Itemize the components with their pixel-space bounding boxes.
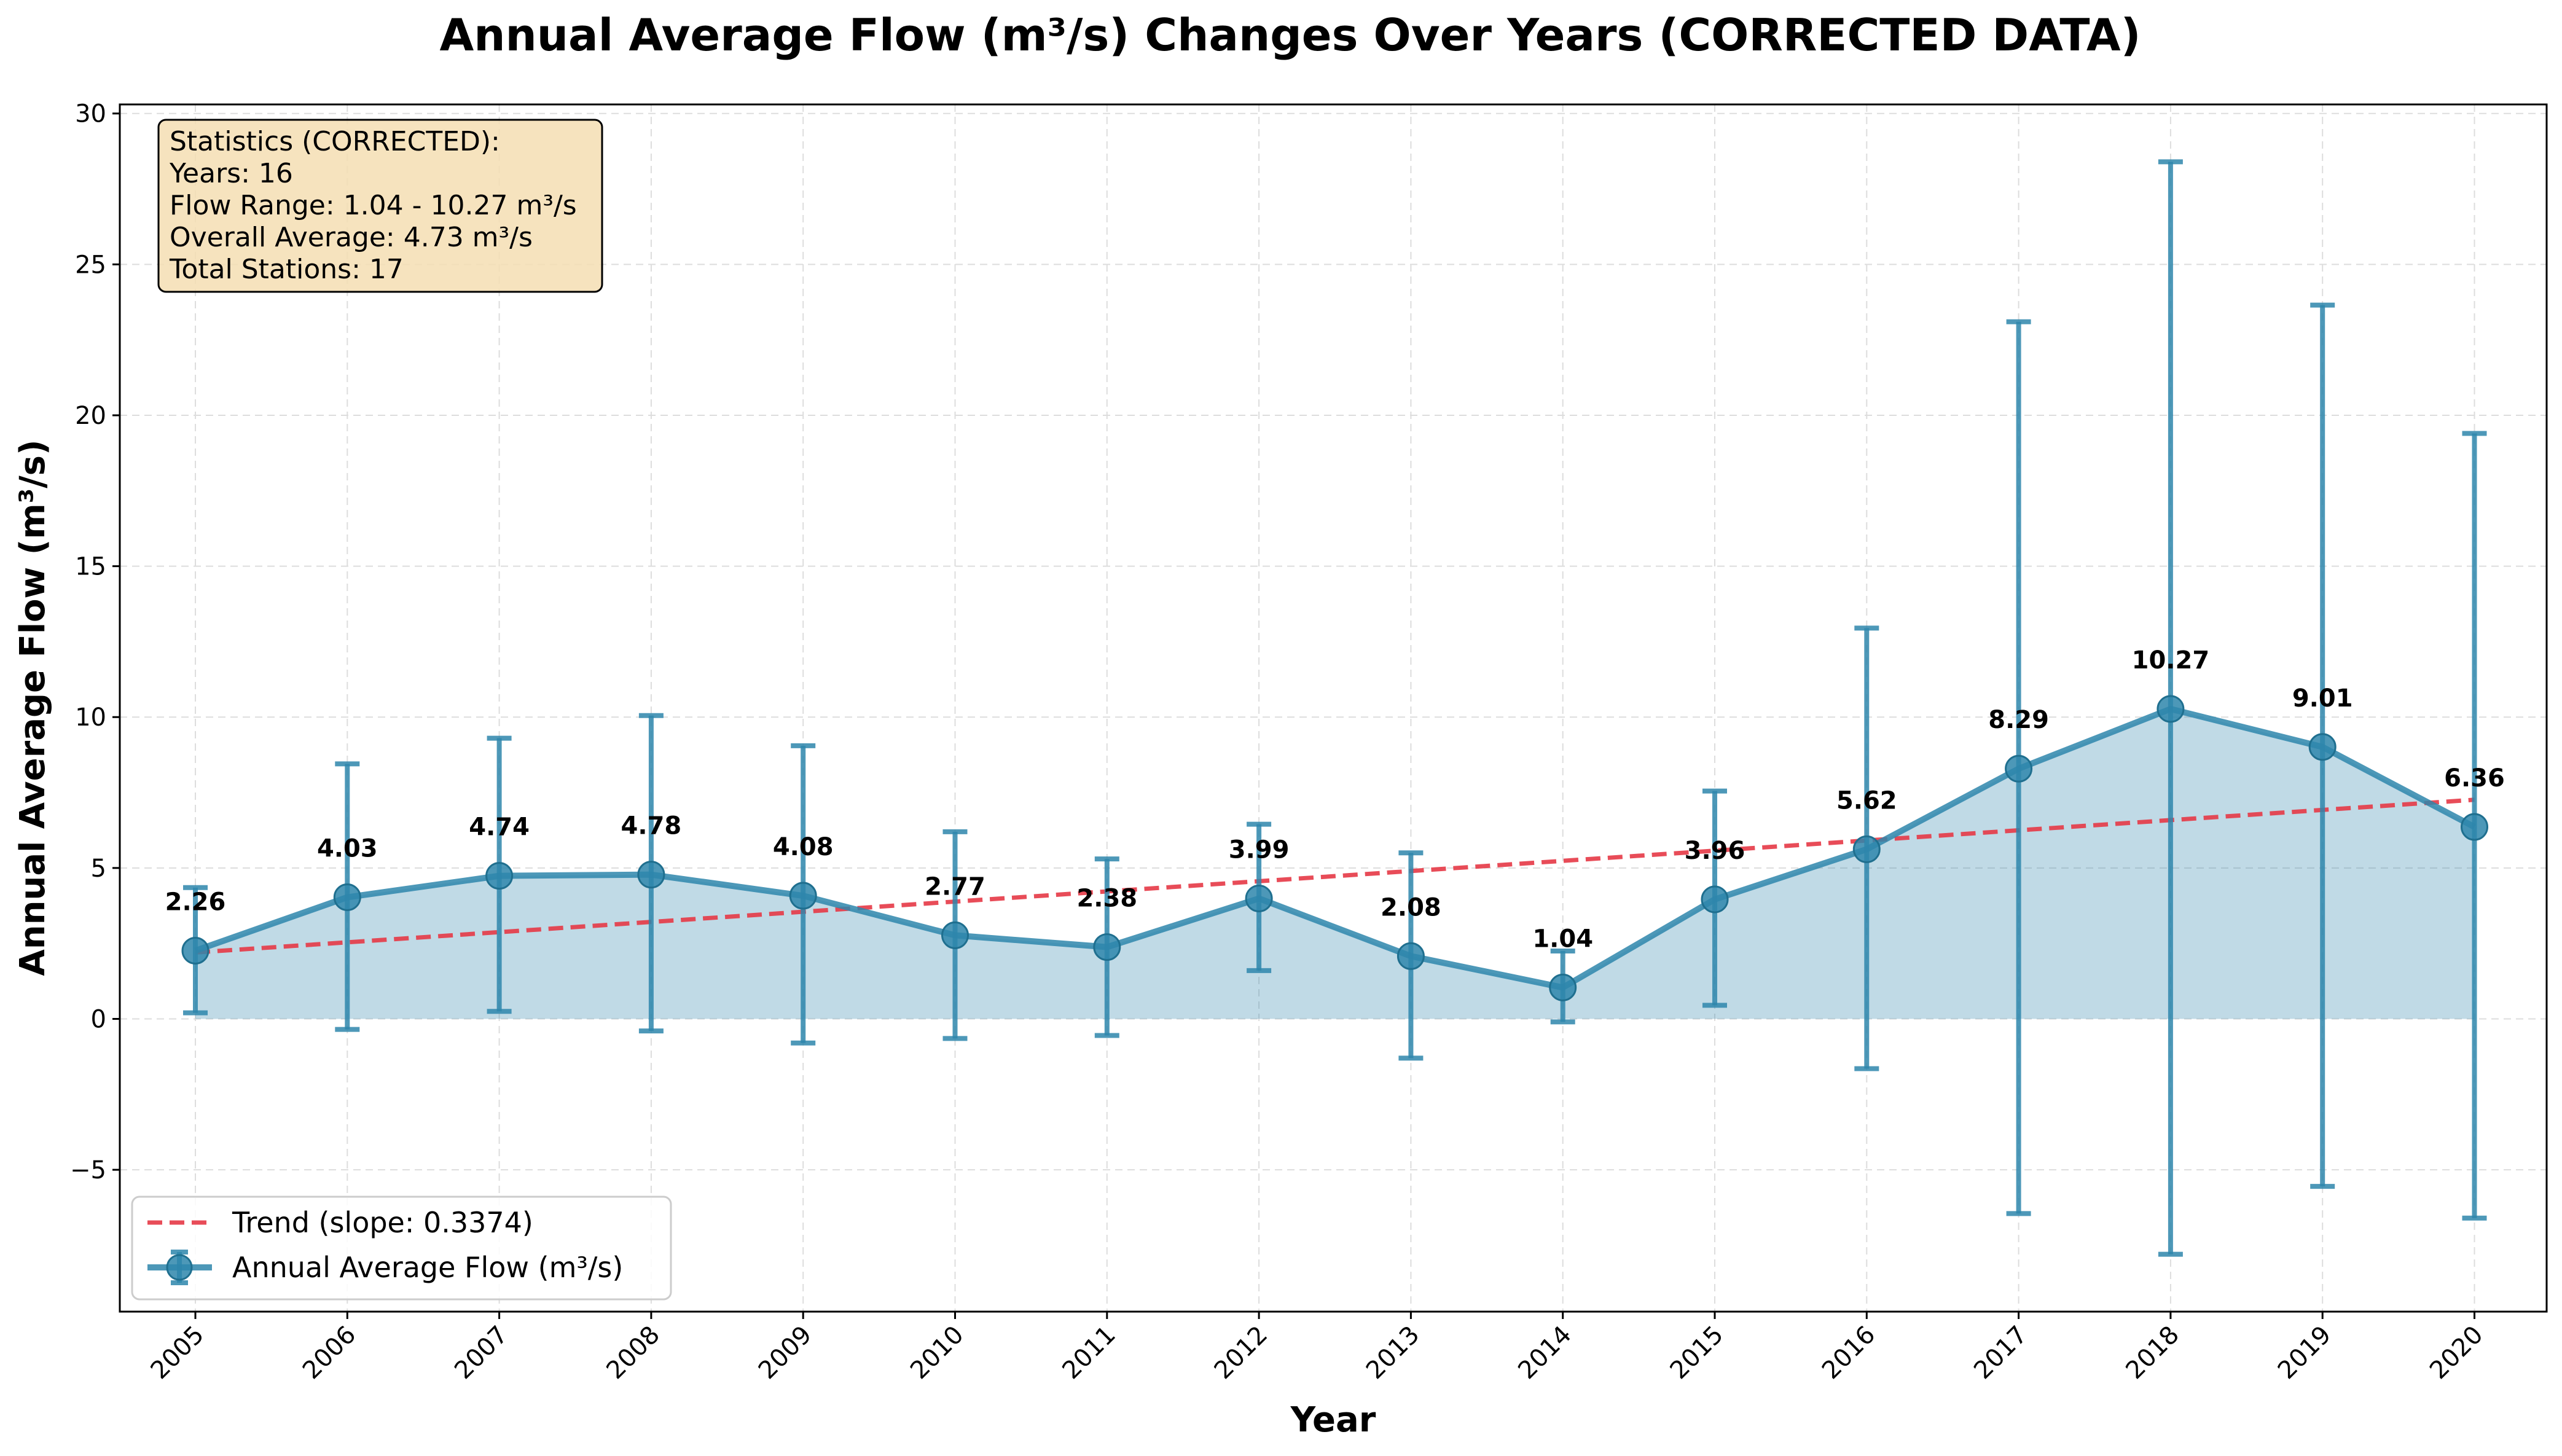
statistics-line: Statistics (CORRECTED): bbox=[170, 126, 500, 157]
y-tick-label: 30 bbox=[75, 100, 106, 128]
error-bars bbox=[183, 159, 2487, 1257]
x-tick-label: 2014 bbox=[1513, 1321, 1577, 1385]
data-label: 9.01 bbox=[2292, 684, 2353, 713]
x-tick-label: 2011 bbox=[1057, 1321, 1121, 1385]
data-point bbox=[941, 921, 969, 949]
x-tick-label: 2019 bbox=[2273, 1321, 2337, 1385]
flow-area-fill bbox=[195, 708, 2475, 1019]
data-point bbox=[2005, 754, 2033, 783]
chart-title: Annual Average Flow (m³/s) Changes Over … bbox=[440, 9, 2141, 61]
legend-box bbox=[131, 1196, 672, 1301]
data-point bbox=[637, 861, 665, 889]
data-label: 5.62 bbox=[1836, 786, 1897, 815]
data-label: 3.99 bbox=[1229, 836, 1290, 864]
y-tick-label: −5 bbox=[70, 1156, 106, 1184]
y-ticks: −5 0 5 10 15 20 25 30 bbox=[70, 100, 120, 1184]
data-label: 4.78 bbox=[621, 812, 682, 840]
x-tick-label: 2020 bbox=[2424, 1321, 2489, 1385]
x-tick-label: 2009 bbox=[753, 1321, 818, 1385]
flow-series bbox=[181, 695, 2488, 1001]
data-point bbox=[333, 883, 361, 912]
y-tick-label: 25 bbox=[75, 251, 106, 279]
x-ticks: 2005 2006 2007 2008 2009 2010 2011 2012 2013 2014… bbox=[146, 1312, 2489, 1385]
statistics-line: Flow Range: 1.04 - 10.27 m³/s bbox=[170, 190, 577, 221]
y-tick-label: 10 bbox=[75, 703, 106, 732]
data-label: 2.26 bbox=[165, 888, 226, 916]
data-label: 4.74 bbox=[469, 813, 530, 842]
x-tick-label: 2018 bbox=[2120, 1321, 2185, 1385]
data-label: 10.27 bbox=[2132, 646, 2210, 675]
y-tick-label: 0 bbox=[91, 1005, 106, 1033]
statistics-line: Overall Average: 4.73 m³/s bbox=[170, 222, 533, 253]
x-tick-label: 2007 bbox=[449, 1321, 514, 1385]
data-point bbox=[2157, 695, 2185, 723]
trend-line bbox=[195, 797, 2475, 955]
data-label: 4.08 bbox=[773, 833, 834, 861]
data-point bbox=[1852, 835, 1881, 863]
statistics-line: Total Stations: 17 bbox=[169, 254, 404, 285]
data-point bbox=[181, 936, 210, 965]
x-tick-label: 2006 bbox=[297, 1321, 362, 1385]
x-axis-label: Year bbox=[1290, 1400, 1376, 1440]
data-point bbox=[1701, 885, 1729, 914]
legend: Trend (slope: 0.3374) Annual Average Flo… bbox=[131, 1196, 672, 1301]
x-tick-label: 2005 bbox=[146, 1321, 210, 1385]
data-label: 2.77 bbox=[925, 872, 985, 901]
statistics-box: Statistics (CORRECTED): Years: 16 Flow R… bbox=[157, 119, 603, 293]
y-tick-label: 20 bbox=[75, 402, 106, 430]
data-point bbox=[485, 862, 514, 890]
statistics-line: Years: 16 bbox=[169, 158, 293, 189]
data-label: 3.96 bbox=[1685, 837, 1745, 865]
data-point bbox=[1245, 884, 1273, 912]
data-label: 2.38 bbox=[1076, 885, 1137, 913]
plot-frame bbox=[119, 103, 2548, 1313]
legend-trend-label: Trend (slope: 0.3374) bbox=[232, 1206, 533, 1239]
data-label: 1.04 bbox=[1532, 925, 1593, 953]
x-tick-label: 2015 bbox=[1665, 1321, 1730, 1385]
x-tick-label: 2012 bbox=[1209, 1321, 1274, 1385]
data-label: 2.08 bbox=[1381, 893, 1441, 922]
legend-flow-label: Annual Average Flow (m³/s) bbox=[232, 1251, 623, 1284]
legend-flow-swatch-marker bbox=[166, 1254, 193, 1281]
y-tick-label: 15 bbox=[75, 553, 106, 581]
data-label: 8.29 bbox=[1988, 706, 2049, 734]
trend-line-group bbox=[195, 797, 2475, 955]
data-label: 4.03 bbox=[317, 835, 378, 863]
data-point bbox=[2308, 733, 2337, 761]
x-tick-label: 2013 bbox=[1361, 1321, 1425, 1385]
statistics-box-background bbox=[157, 119, 603, 293]
x-tick-label: 2017 bbox=[1969, 1321, 2033, 1385]
data-point bbox=[789, 882, 817, 910]
data-point bbox=[1397, 942, 1425, 970]
x-tick-label: 2010 bbox=[905, 1321, 970, 1385]
data-point bbox=[1549, 973, 1577, 1001]
data-point bbox=[1093, 933, 1121, 961]
x-tick-label: 2008 bbox=[601, 1321, 665, 1385]
data-label: 6.36 bbox=[2444, 764, 2505, 793]
flow-area bbox=[195, 708, 2475, 1019]
data-point bbox=[2461, 813, 2488, 841]
y-axis-label: Annual Average Flow (m³/s) bbox=[13, 439, 53, 976]
y-tick-label: 5 bbox=[91, 855, 106, 883]
flow-line bbox=[194, 705, 2476, 991]
data-labels: 2.26 4.03 4.74 4.78 4.08 2.77 2.38 3.99 2.08 1.04… bbox=[165, 646, 2505, 953]
x-tick-label: 2016 bbox=[1817, 1321, 1881, 1385]
